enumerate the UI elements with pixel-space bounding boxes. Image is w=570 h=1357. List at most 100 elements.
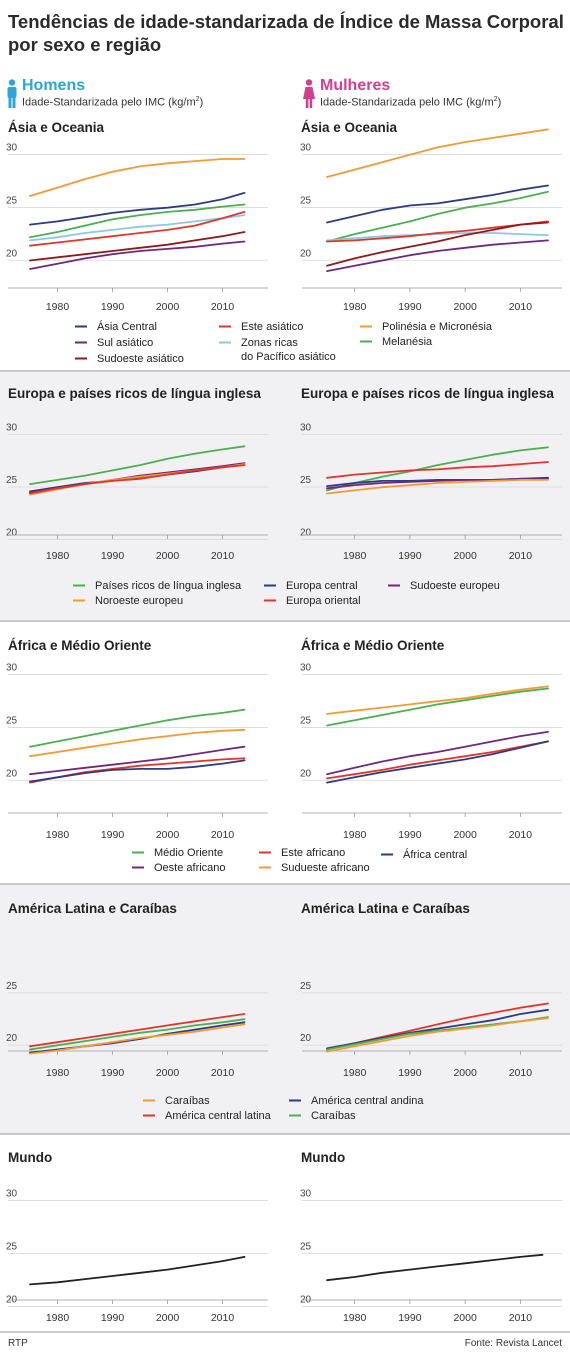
chart-title: Ásia e Oceania — [8, 120, 105, 135]
series-line-red — [326, 740, 549, 780]
series-line-orange — [326, 685, 549, 715]
chart-title: Ásia e Oceania — [301, 120, 398, 135]
x-tick-label: 2010 — [509, 1312, 533, 1324]
series-line-darkred — [326, 221, 549, 267]
series-line-orange — [29, 728, 246, 758]
y-tick-label: 30 — [6, 143, 18, 154]
y-tick-label: 30 — [300, 143, 312, 154]
x-tick-label: 1980 — [46, 301, 70, 313]
y-tick-label: 20 — [6, 248, 18, 259]
x-tick-label: 2010 — [509, 829, 533, 841]
chart-title: América Latina e Caraíbas — [8, 901, 177, 916]
x-tick-label: 1980 — [46, 829, 70, 841]
y-tick-label: 20 — [300, 768, 312, 779]
series-line-green — [29, 708, 246, 748]
section-divider — [0, 883, 570, 885]
x-tick-label: 2000 — [156, 829, 180, 841]
chart-title: África e Médio Oriente — [301, 638, 445, 653]
y-tick-label: 25 — [6, 475, 18, 486]
series-line-green — [326, 190, 549, 243]
x-tick-label: 1980 — [343, 829, 367, 841]
x-tick-label: 2000 — [453, 1067, 477, 1079]
chart-title: África e Médio Oriente — [8, 638, 152, 653]
legend-europe-label: Noroeste europeu — [95, 595, 183, 607]
series-line-orange — [29, 158, 246, 197]
y-tick-label: 25 — [6, 715, 18, 726]
legend-asia-oceania-label: Melanésia — [382, 336, 433, 348]
section-divider — [0, 620, 570, 622]
series-line-purple — [326, 477, 549, 490]
x-tick-label: 1980 — [46, 1312, 70, 1324]
legend-asia-oceania-label: do Pacífico asiático — [241, 351, 336, 363]
series-line-red — [29, 464, 246, 495]
legend-europe-label: Países ricos de língua inglesa — [95, 580, 242, 592]
x-tick-label: 2010 — [509, 301, 533, 313]
x-tick-label: 1990 — [398, 1067, 422, 1079]
chart-title: Mundo — [301, 1150, 345, 1165]
y-tick-label: 30 — [300, 663, 312, 674]
section-divider — [0, 370, 570, 372]
series-line-red — [29, 210, 246, 247]
x-tick-label: 1980 — [343, 301, 367, 313]
section-divider — [0, 1133, 570, 1135]
europe-band — [0, 372, 570, 620]
x-tick-label: 2000 — [156, 550, 180, 562]
y-tick-label: 25 — [300, 1242, 312, 1253]
men-label: Homens — [22, 77, 86, 94]
series-line-lightblue — [326, 232, 549, 242]
series-line-navy — [29, 1021, 246, 1054]
x-tick-label: 1990 — [101, 301, 125, 313]
y-tick-label: 30 — [6, 423, 18, 434]
legend-africa-middle-east-label: África central — [403, 848, 467, 861]
legend-latin-america-label: América central andina — [311, 1095, 424, 1107]
men-header: Homens Idade-Standarizada pelo IMC (kg/m… — [6, 77, 276, 111]
women-header: Mulheres Idade-Standarizada pelo IMC (kg… — [302, 77, 566, 111]
series-line-red — [326, 461, 549, 479]
x-tick-label: 1980 — [46, 1067, 70, 1079]
legend-asia-oceania-label: Polinésia e Micronésia — [382, 321, 493, 333]
x-tick-label: 1990 — [398, 1312, 422, 1324]
series-line-green — [326, 446, 549, 492]
y-tick-label: 30 — [6, 663, 18, 674]
x-tick-label: 1990 — [101, 1067, 125, 1079]
x-tick-label: 2000 — [453, 550, 477, 562]
y-tick-label: 20 — [6, 768, 18, 779]
series-line-green — [29, 445, 246, 486]
latin-america-band — [0, 885, 570, 1133]
legend-latin-america-label: Caraíbas — [165, 1095, 210, 1107]
chart-title: Europa e países ricos de língua inglesa — [8, 386, 261, 401]
x-tick-label: 1990 — [101, 550, 125, 562]
x-tick-label: 2010 — [509, 1067, 533, 1079]
x-tick-label: 1980 — [343, 1312, 367, 1324]
x-tick-label: 1980 — [46, 550, 70, 562]
x-tick-label: 1980 — [343, 550, 367, 562]
men-unit-label: Idade-Standarizada pelo IMC (kg/m2) — [22, 96, 204, 109]
women-unit-label: Idade-Standarizada pelo IMC (kg/m2) — [320, 96, 502, 109]
series-line-navy — [326, 1008, 549, 1050]
legend-africa-middle-east-label: Este africano — [281, 847, 345, 859]
series-line-lightblue — [29, 214, 246, 242]
y-tick-label: 25 — [300, 981, 312, 992]
y-tick-label: 25 — [6, 1242, 18, 1253]
y-tick-label: 25 — [6, 981, 18, 992]
legend-latin-america-label: América central latina — [165, 1110, 272, 1122]
legend-europe-label: Europa oriental — [286, 595, 361, 607]
series-line-orange — [326, 128, 549, 178]
x-tick-label: 2010 — [211, 829, 235, 841]
legend-africa-middle-east-label: Oeste africano — [154, 862, 226, 874]
y-tick-label: 30 — [300, 1189, 312, 1200]
x-tick-label: 2000 — [453, 301, 477, 313]
man-icon — [7, 79, 17, 108]
x-tick-label: 1990 — [398, 550, 422, 562]
series-line-purple — [326, 239, 549, 273]
x-tick-label: 2010 — [211, 301, 235, 313]
y-tick-label: 30 — [300, 423, 312, 434]
series-line-orange — [326, 478, 549, 495]
y-tick-label: 25 — [300, 195, 312, 206]
series-line-purple — [29, 745, 246, 776]
legend-asia-oceania-label: Sudoeste asiático — [97, 353, 184, 365]
chart-title: Europa e países ricos de língua inglesa — [301, 386, 554, 401]
y-tick-label: 20 — [6, 528, 18, 539]
